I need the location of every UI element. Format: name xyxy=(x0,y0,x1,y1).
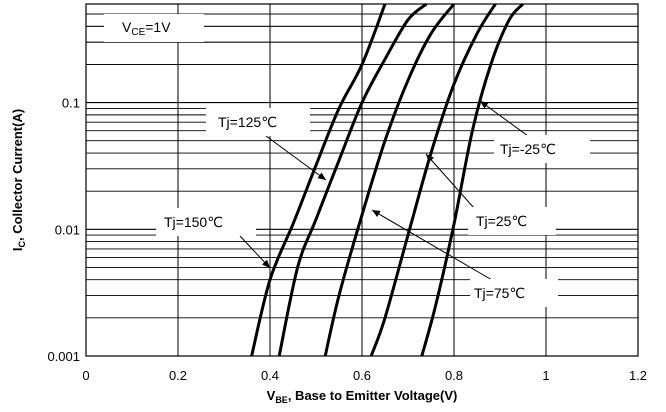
condition-label: VCE=1V xyxy=(122,19,171,38)
label-tj125: Tj=125℃ xyxy=(218,114,277,130)
label-tjm25: Tj=-25℃ xyxy=(500,141,556,157)
series-line xyxy=(250,3,387,357)
y-tick-label: 0.1 xyxy=(62,96,80,111)
label-tj25: Tj=25℃ xyxy=(476,213,527,229)
x-tick-label: 1 xyxy=(542,368,549,383)
x-axis-title-rest: , Base to Emitter Voltage(V) xyxy=(288,388,458,403)
x-axis-title-main: V xyxy=(267,388,276,403)
series-labels: Tj=150℃ Tj=125℃ Tj=75℃ Tj=25℃ Tj=-25℃ xyxy=(156,108,590,307)
annotation-arrowhead xyxy=(372,210,381,218)
annotation-arrow xyxy=(425,153,475,209)
label-box-125 xyxy=(206,108,310,136)
condition-main: V xyxy=(122,19,132,35)
plot-frame xyxy=(85,3,639,357)
annotation-arrows xyxy=(239,100,529,281)
annotation-arrow xyxy=(371,209,493,281)
x-tick-labels: 0 0.2 0.4 0.6 0.8 1 1.2 xyxy=(82,368,647,383)
annotation-arrow xyxy=(479,100,529,137)
annotation-arrow xyxy=(265,135,327,181)
annotation-arrowhead xyxy=(317,172,326,180)
annotation-arrowhead xyxy=(261,259,270,268)
x-tick-label: 0.2 xyxy=(169,368,187,383)
y-tick-label: 0.01 xyxy=(55,222,80,237)
series-line xyxy=(323,3,456,357)
y-axis-title-sub: C xyxy=(17,241,27,248)
condition-label-box xyxy=(104,14,204,42)
y-axis-title-rest: , Collector Current(A) xyxy=(10,109,25,241)
series-line xyxy=(369,3,497,357)
label-box-25 xyxy=(468,207,556,235)
y-axis-title: IC, Collector Current(A) xyxy=(10,109,27,251)
x-axis-title: VBE, Base to Emitter Voltage(V) xyxy=(267,388,458,405)
x-tick-label: 0.4 xyxy=(261,368,279,383)
x-tick-label: 0.8 xyxy=(445,368,463,383)
y-tick-label: 0.001 xyxy=(47,349,80,364)
condition-rest: =1V xyxy=(145,19,171,35)
x-axis-title-sub: BE xyxy=(275,395,288,405)
series-curves xyxy=(250,2,525,357)
x-tick-label: 1.2 xyxy=(629,368,647,383)
label-box-150 xyxy=(156,208,256,236)
label-box-m25 xyxy=(494,135,590,163)
annotation-arrowhead xyxy=(480,101,489,109)
label-tj150: Tj=150℃ xyxy=(164,214,223,230)
y-axis-title-main: I xyxy=(10,248,25,252)
x-tick-label: 0 xyxy=(82,368,89,383)
x-tick-label: 0.6 xyxy=(353,368,371,383)
label-tj75: Tj=75℃ xyxy=(474,285,525,301)
series-line xyxy=(420,2,525,357)
label-box-75 xyxy=(470,279,558,307)
series-line xyxy=(277,2,428,357)
y-tick-labels: 0.001 0.01 0.1 xyxy=(47,96,80,364)
condition-sub: CE xyxy=(131,27,145,38)
